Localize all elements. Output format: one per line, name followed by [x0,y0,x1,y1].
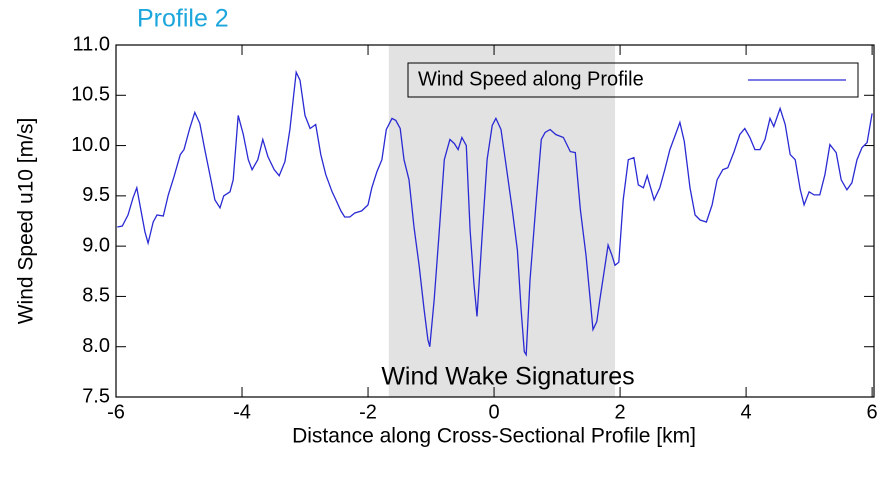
x-tick-label: 4 [741,401,752,423]
x-tick-label: 0 [488,401,499,423]
y-tick-label: 10.5 [71,84,110,106]
legend-label: Wind Speed along Profile [418,68,644,90]
annotation: Wind Wake Signatures [381,363,634,391]
y-tick-label: 11.0 [73,33,110,55]
chart-title: Profile 2 [137,5,229,33]
highlight-region [388,45,616,397]
x-tick-label: 2 [615,401,626,423]
x-tick-label: -4 [233,401,251,423]
y-tick-label: 8.0 [82,335,110,357]
plot-frame [115,44,875,398]
y-tick-label: 9.0 [82,234,110,256]
x-tick-label: -6 [107,401,125,423]
y-tick-label: 9.5 [82,184,110,206]
y-tick-label: 7.5 [82,385,110,407]
data-line [117,69,873,357]
y-tick-label: 10.0 [71,134,110,156]
legend-box [407,62,859,98]
x-tick-label: 6 [867,401,878,423]
y-tick-label: 8.5 [82,285,110,307]
y-axis-title: Wind Speed u10 [m/s] [15,118,38,325]
x-axis-title: Distance along Cross-Sectional Profile [… [292,425,696,448]
x-tick-label: -2 [359,401,377,423]
